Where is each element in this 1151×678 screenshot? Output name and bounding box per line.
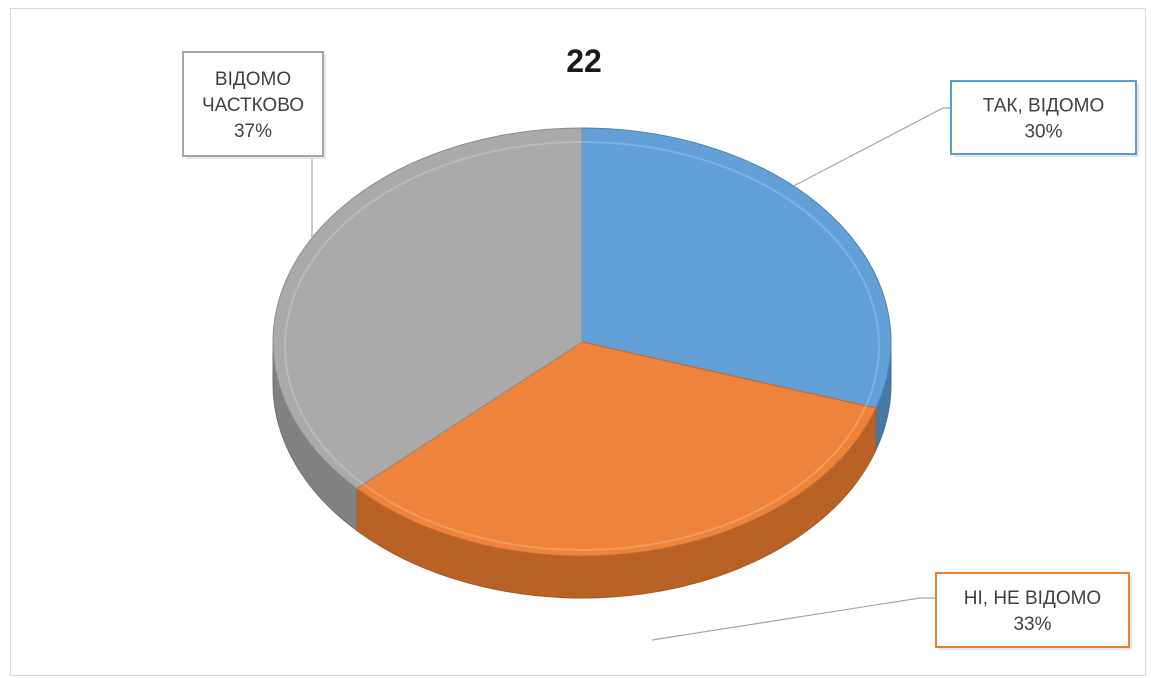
chart-title: 22 (566, 43, 602, 79)
pie-slice-2[interactable] (272, 127, 583, 490)
data-label-percent-0: 30% (1024, 122, 1062, 143)
data-label-category-0: ТАК, ВІДОМО (983, 96, 1104, 117)
data-label-category-1: НІ, НЕ ВІДОМО (964, 588, 1101, 609)
leader-line-0 (793, 107, 951, 187)
pie-slice-0[interactable] (581, 127, 892, 409)
data-label-box-1 (935, 572, 1130, 648)
data-label-box-0 (950, 80, 1137, 155)
data-label-percent-1: 33% (1013, 614, 1051, 635)
pie-slice-1[interactable] (355, 341, 877, 557)
data-label-percent-2: 37% (234, 121, 272, 142)
data-label-box-2 (182, 51, 324, 157)
leader-line-1 (651, 597, 936, 641)
pie-rim-highlight (284, 141, 880, 551)
data-label-category-2: ВІДОМО (215, 69, 291, 90)
data-label-category-2: ЧАСТКОВО (202, 95, 304, 116)
